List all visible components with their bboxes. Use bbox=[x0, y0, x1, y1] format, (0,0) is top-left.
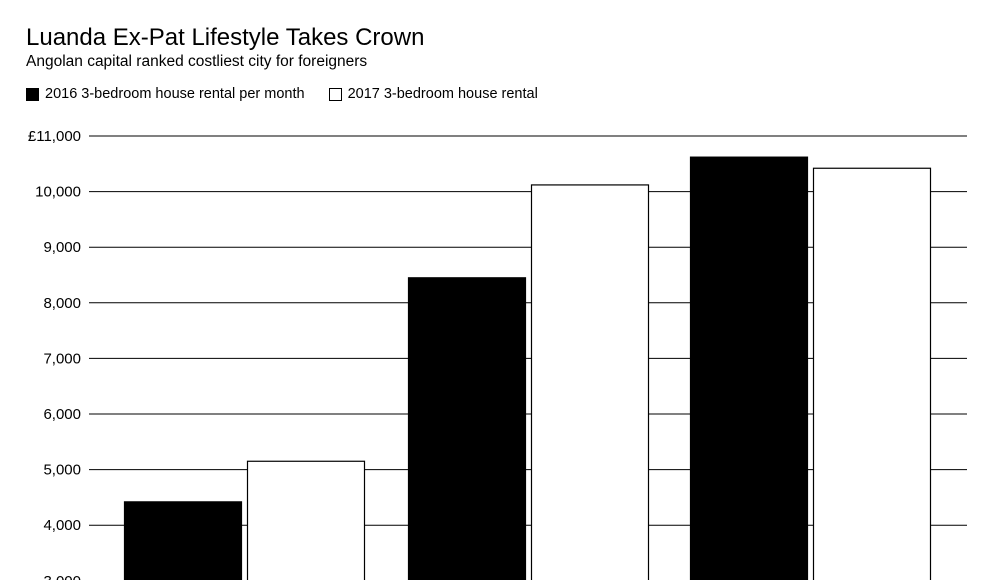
y-tick-label: £11,000 bbox=[28, 128, 81, 145]
bar-2017-group-2 bbox=[530, 184, 650, 580]
chart-title: Luanda Ex-Pat Lifestyle Takes Crown bbox=[26, 24, 425, 51]
legend-item-2017: 2017 3-bedroom house rental bbox=[328, 86, 538, 102]
legend-item-2016: 2016 3-bedroom house rental per month bbox=[26, 86, 305, 102]
bar-2016-group-3 bbox=[689, 156, 809, 580]
y-tick-label: 6,000 bbox=[43, 406, 81, 423]
y-tick-label: 9,000 bbox=[43, 239, 81, 256]
y-tick-label: 3,000 bbox=[43, 573, 81, 580]
legend-swatch-2016 bbox=[26, 87, 39, 101]
bar-2017-group-1 bbox=[246, 460, 366, 580]
bar-2017-group-3 bbox=[812, 167, 932, 580]
legend-swatch-2017 bbox=[328, 87, 342, 101]
legend-label-2017: 2017 3-bedroom house rental bbox=[347, 86, 538, 102]
y-tick-label: 8,000 bbox=[43, 295, 81, 312]
y-tick-label: 5,000 bbox=[43, 462, 81, 479]
legend-label-2016: 2016 3-bedroom house rental per month bbox=[45, 86, 305, 102]
chart-subtitle: Angolan capital ranked costliest city fo… bbox=[26, 53, 368, 70]
bar-2016-group-2 bbox=[407, 277, 527, 580]
y-tick-label: 10,000 bbox=[35, 184, 81, 201]
legend: 2016 3-bedroom house rental per month 20… bbox=[26, 85, 562, 103]
y-tick-label: 7,000 bbox=[43, 350, 81, 367]
y-tick-label: 4,000 bbox=[43, 517, 81, 534]
bar-2016-group-1 bbox=[123, 501, 243, 580]
